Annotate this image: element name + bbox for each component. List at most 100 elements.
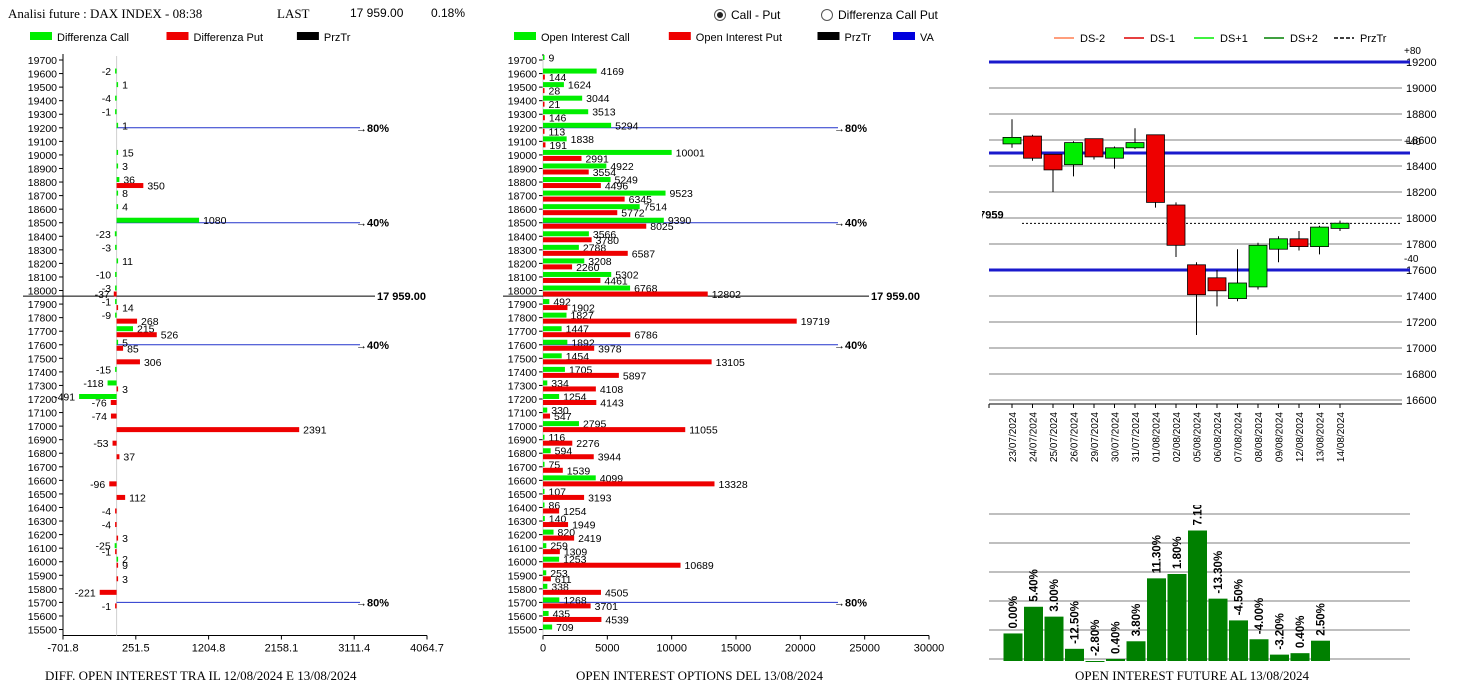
strike-tick-label: 18700	[28, 191, 57, 203]
y-tick-label: 17400	[1406, 291, 1437, 303]
put-bar	[116, 562, 119, 568]
legend-swatch	[296, 32, 319, 40]
date-tick-label: 02/08/2024	[1172, 412, 1183, 462]
call-bar	[543, 502, 545, 508]
legend-swatch	[514, 32, 536, 40]
put-value-label: 3701	[595, 601, 619, 613]
call-value-label: 2	[122, 554, 128, 566]
call-bar	[543, 583, 548, 589]
call-bar	[543, 82, 564, 88]
put-value-label: 2276	[576, 438, 600, 450]
call-bar	[543, 366, 565, 372]
strike-tick-label: 16100	[28, 543, 57, 555]
strike-tick-label: 19600	[28, 69, 57, 81]
chart4-title: OPEN INTEREST FUTURE AL 13/08/2024	[1075, 668, 1310, 683]
call-bar	[116, 163, 119, 169]
radio-unselected-icon	[821, 9, 833, 21]
future-oi-bar	[1085, 661, 1105, 662]
call-value-label: 709	[556, 622, 574, 634]
call-bar	[116, 217, 200, 223]
date-tick-label: 07/08/2024	[1234, 412, 1245, 462]
strike-tick-label: 19600	[508, 69, 537, 81]
strike-tick-label: 19200	[28, 123, 57, 135]
candle-body	[1289, 238, 1309, 248]
future-oi-label: 3.80%	[1131, 604, 1143, 637]
candle-body	[1105, 147, 1124, 159]
call-bar	[116, 82, 119, 88]
put-value-label: 112	[129, 492, 146, 504]
call-value-label: 1	[122, 120, 128, 132]
call-bar	[115, 95, 117, 101]
put-value-label: 611	[555, 574, 572, 586]
radio-diff-call-put[interactable]: Differenza Call Put	[821, 8, 938, 22]
strike-tick-label: 19000	[28, 150, 57, 162]
put-bar	[543, 359, 712, 365]
legend-label: DS+2	[1290, 33, 1318, 45]
call-bar	[543, 122, 612, 128]
future-oi-bar	[1106, 658, 1125, 661]
candle-body	[1269, 238, 1288, 250]
radio-diff-label: Differenza Call Put	[838, 8, 938, 22]
put-value-label: 144	[549, 72, 567, 84]
radio-call-put[interactable]: Call - Put	[714, 8, 780, 22]
strike-tick-label: 18000	[508, 286, 537, 298]
call-bar	[116, 339, 119, 345]
date-tick-label: 29/07/2024	[1090, 412, 1101, 462]
call-value-label: 253	[550, 568, 568, 580]
y-tick-label: 17600	[1406, 265, 1437, 277]
y-tick-label: 19200	[1406, 57, 1437, 69]
call-bar	[116, 190, 119, 196]
strike-tick-label: 16500	[28, 489, 57, 501]
strike-tick-label: 18100	[508, 272, 537, 284]
future-oi-label: 11.30%	[1152, 535, 1164, 573]
strike-tick-label: 18100	[28, 272, 57, 284]
strike-tick-label: 17100	[28, 408, 57, 420]
call-bar	[543, 68, 597, 74]
y-tick-label: 18400	[1406, 161, 1437, 173]
call-value-label: -3	[102, 283, 111, 295]
strike-tick-label: 18900	[28, 163, 57, 175]
put-value-label: 4539	[605, 614, 629, 626]
future-oi-label: 1.80%	[1172, 536, 1184, 569]
put-bar	[543, 250, 628, 256]
strike-tick-label: 17300	[508, 380, 537, 392]
put-bar	[543, 210, 618, 216]
strike-tick-label: 17700	[508, 326, 537, 338]
put-value-label: 1902	[571, 303, 595, 315]
strike-tick-label: 17900	[508, 299, 537, 311]
call-value-label: 7514	[644, 202, 668, 214]
strike-tick-label: 17200	[28, 394, 57, 406]
put-bar	[543, 345, 595, 351]
call-bar	[543, 543, 547, 549]
legend-swatch	[817, 32, 840, 40]
va-line-label: -40	[1404, 254, 1419, 265]
call-bar	[116, 122, 119, 128]
put-bar	[115, 603, 117, 609]
put-bar	[543, 562, 681, 568]
put-bar	[543, 494, 585, 500]
candle-body	[1146, 134, 1165, 203]
date-tick-label: 01/08/2024	[1152, 412, 1163, 462]
call-bar	[543, 339, 568, 345]
future-oi-bar	[1024, 606, 1043, 661]
strike-tick-label: 16800	[28, 448, 57, 460]
future-candlestick-chart: DS-2 DS-1 DS+1 DS+2 PrzTr 19200 19000 18800 1860…	[982, 33, 1437, 462]
call-bar	[543, 271, 612, 277]
va-ref-label: →80%	[356, 597, 389, 609]
call-bar	[543, 475, 596, 481]
strike-tick-label: 16400	[508, 502, 537, 514]
legend-swatch	[30, 32, 52, 40]
call-bar	[543, 597, 560, 603]
call-value-label: -10	[96, 269, 111, 281]
call-bar	[79, 394, 117, 399]
call-value-label: 3044	[586, 93, 610, 105]
put-bar	[116, 183, 144, 189]
call-bar	[543, 353, 562, 359]
put-bar	[543, 508, 560, 514]
x-tick-label: 3111.4	[338, 643, 370, 655]
strike-tick-label: 15900	[28, 570, 57, 582]
call-value-label: 4	[122, 202, 128, 214]
put-value-label: 350	[147, 181, 165, 193]
put-value-label: 1254	[563, 506, 587, 518]
put-bar	[543, 535, 575, 541]
